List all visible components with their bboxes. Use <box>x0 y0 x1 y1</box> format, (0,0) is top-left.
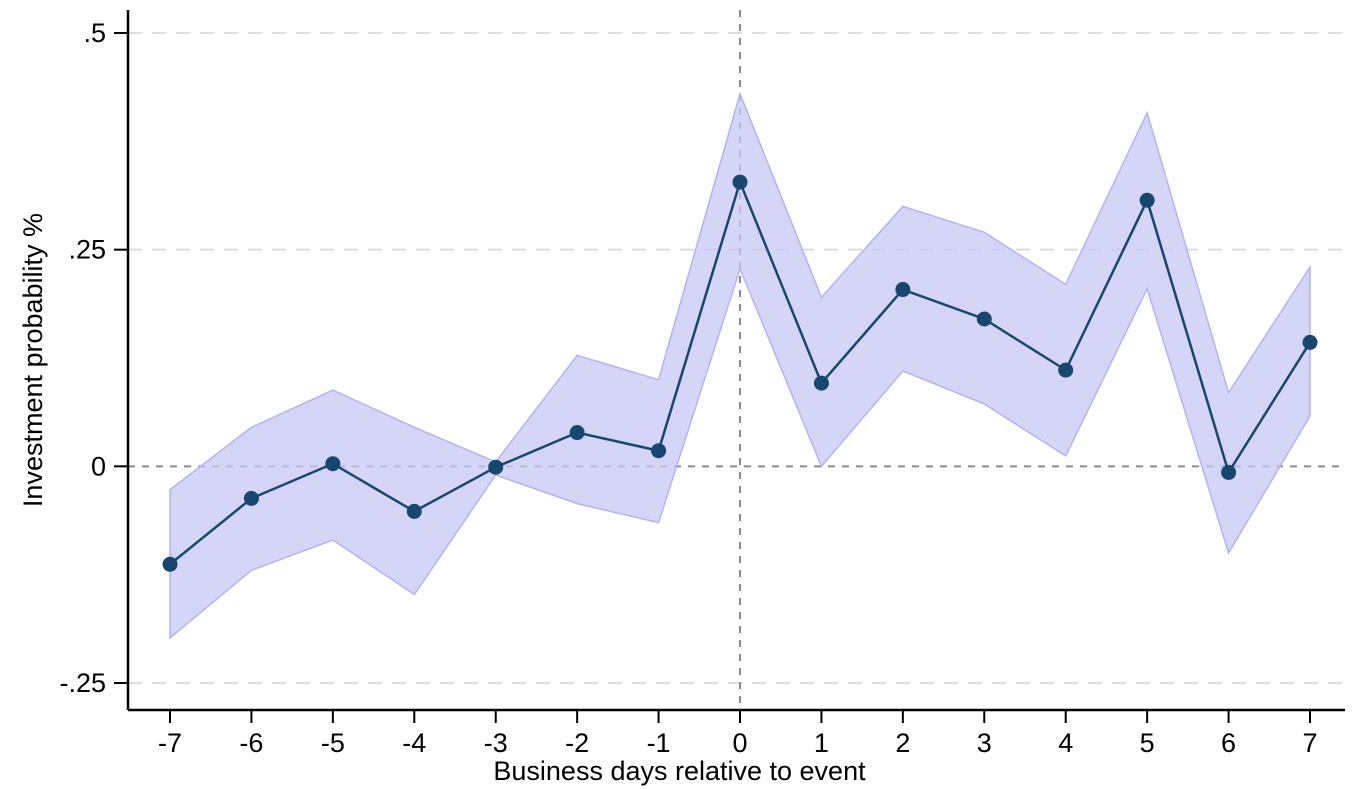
data-point-marker <box>813 375 829 391</box>
confidence-band <box>169 91 1311 640</box>
y-tick-label: .25 <box>68 235 106 265</box>
data-point-marker <box>488 459 504 475</box>
x-tick-label: -1 <box>647 728 671 758</box>
data-point-marker <box>243 490 259 506</box>
x-tick-label: -6 <box>239 728 263 758</box>
y-tick-label: 0 <box>91 451 106 481</box>
y-axis-title: Investment probability % <box>18 212 48 508</box>
data-point-marker <box>406 503 422 519</box>
x-tick-label: -4 <box>402 728 426 758</box>
x-tick-label: 2 <box>895 728 910 758</box>
y-tick-label: .5 <box>83 18 106 48</box>
x-tick-label: 1 <box>814 728 829 758</box>
x-tick-label: -2 <box>565 728 589 758</box>
x-tick-label: -5 <box>321 728 345 758</box>
data-point-marker <box>895 282 911 298</box>
data-point-marker <box>325 456 341 472</box>
data-point-marker <box>651 443 667 459</box>
x-tick-label: -7 <box>158 728 182 758</box>
y-tick-label: -.25 <box>59 668 106 698</box>
data-point-marker <box>162 556 178 572</box>
x-tick-label: 7 <box>1302 728 1317 758</box>
data-point-marker <box>1139 192 1155 208</box>
x-tick-label: 6 <box>1221 728 1236 758</box>
x-tick-label: 5 <box>1140 728 1155 758</box>
data-point-marker <box>976 311 992 327</box>
x-tick-label: 4 <box>1058 728 1073 758</box>
x-tick-label: 3 <box>977 728 992 758</box>
data-point-marker <box>732 174 748 190</box>
x-tick-label: -3 <box>484 728 508 758</box>
x-tick-label: 0 <box>732 728 747 758</box>
data-point-marker <box>1058 362 1074 378</box>
x-axis-title: Business days relative to event <box>493 756 866 786</box>
data-point-marker <box>1302 334 1318 350</box>
data-point-marker <box>1221 464 1237 480</box>
data-point-marker <box>569 425 585 441</box>
